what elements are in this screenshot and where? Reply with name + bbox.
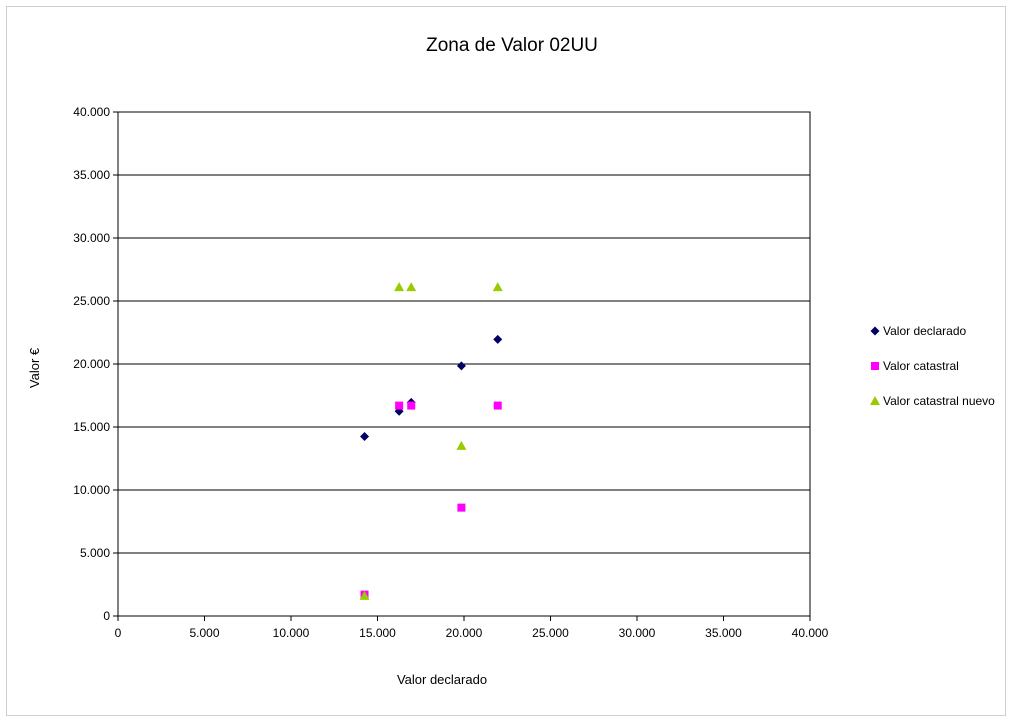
valor-catastral-nuevo-legend-label: Valor catastral nuevo <box>883 394 995 408</box>
x-tick-label: 25.000 <box>532 626 569 640</box>
valor-declarado-legend-label: Valor declarado <box>883 324 966 338</box>
y-tick-label: 40.000 <box>73 105 110 119</box>
y-tick-label: 25.000 <box>73 294 110 308</box>
scatter-chart: Zona de Valor 02UU 0 5.000 10.000 15.000 20.… <box>27 35 995 687</box>
y-axis-label: Valor € <box>27 347 42 388</box>
y-tick-label: 0 <box>103 609 110 623</box>
y-tick-label: 20.000 <box>73 357 110 371</box>
valor-declarado-point <box>456 361 466 371</box>
valor-catastral-nuevo-point <box>394 282 405 292</box>
valor-catastral-point <box>457 503 466 512</box>
valor-catastral-point <box>395 401 404 410</box>
valor-catastral-nuevo-legend-marker <box>870 396 880 405</box>
legend: Valor declarado Valor catastral Valor cata… <box>870 324 995 408</box>
valor-catastral-legend-marker <box>871 362 879 370</box>
y-tick-label: 5.000 <box>80 546 110 560</box>
y-tick-label: 15.000 <box>73 420 110 434</box>
valor-declarado-point <box>493 334 503 344</box>
y-axis-ticks: 0 5.000 10.000 15.000 20.000 25.000 30.000 35.0… <box>73 105 118 623</box>
chart-title: Zona de Valor 02UU <box>426 35 598 56</box>
x-tick-label: 0 <box>115 626 122 640</box>
x-tick-label: 40.000 <box>792 626 829 640</box>
valor-catastral-point <box>407 401 416 410</box>
x-tick-label: 5.000 <box>189 626 219 640</box>
x-tick-label: 30.000 <box>619 626 656 640</box>
y-tick-label: 10.000 <box>73 483 110 497</box>
data-points <box>359 282 503 600</box>
chart-frame: Zona de Valor 02UU 0 5.000 10.000 15.000 20.… <box>6 6 1006 716</box>
x-tick-label: 10.000 <box>273 626 310 640</box>
x-axis-ticks: 0 5.000 10.000 15.000 20.000 25.000 30.000 35.0… <box>115 616 829 640</box>
y-tick-label: 30.000 <box>73 231 110 245</box>
valor-catastral-point <box>493 401 502 410</box>
y-tick-label: 35.000 <box>73 168 110 182</box>
valor-catastral-nuevo-point <box>456 440 467 450</box>
x-tick-label: 20.000 <box>446 626 483 640</box>
x-axis-label: Valor declarado <box>397 672 487 687</box>
valor-catastral-nuevo-point <box>359 590 370 600</box>
valor-catastral-nuevo-point <box>406 282 417 292</box>
x-tick-label: 35.000 <box>705 626 742 640</box>
valor-declarado-point <box>360 431 370 441</box>
valor-catastral-legend-label: Valor catastral <box>883 359 959 373</box>
valor-declarado-legend-marker <box>870 326 880 336</box>
valor-catastral-nuevo-point <box>492 282 503 292</box>
x-tick-label: 15.000 <box>359 626 396 640</box>
gridlines <box>118 174 810 554</box>
